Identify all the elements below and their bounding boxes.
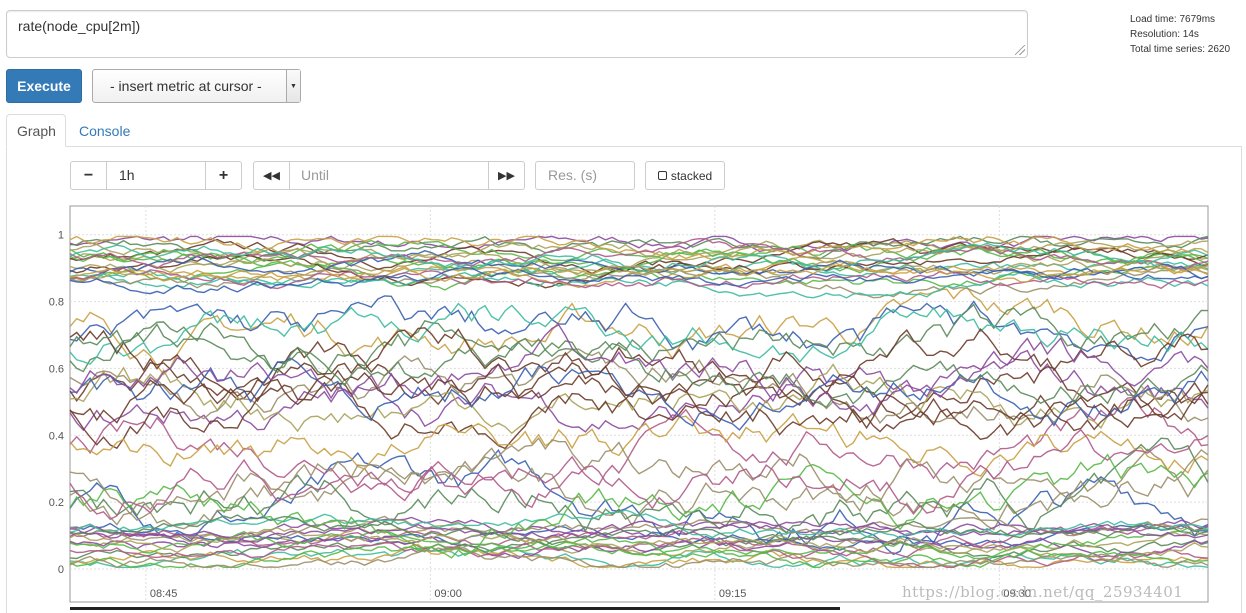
time-back-button[interactable]: ◀◀ [253,161,290,190]
y-tick-label: 0.4 [49,430,64,442]
fast-forward-icon: ▶▶ [498,169,515,182]
stacked-label: stacked [671,169,712,183]
chevron-down-icon: ▼ [286,70,300,102]
checkbox-icon [658,171,667,180]
x-tick-label: 09:15 [719,588,747,600]
expression-text: rate(node_cpu[2m]) [18,18,140,34]
metric-select-label: - insert metric at cursor - [110,78,262,94]
metric-select[interactable]: - insert metric at cursor - ▼ [92,69,301,103]
resolution: Resolution: 14s [1130,27,1230,42]
query-stats: Load time: 7679ms Resolution: 14s Total … [1130,12,1230,57]
x-tick-label: 09:00 [434,588,462,600]
y-tick-label: 0.2 [49,497,64,509]
resize-grip-icon[interactable] [1015,45,1025,55]
y-tick-label: 0.8 [49,297,64,309]
expression-input[interactable]: rate(node_cpu[2m]) [6,10,1028,58]
tab-graph[interactable]: Graph [6,114,66,147]
range-increase-button[interactable]: + [205,161,242,190]
tab-console[interactable]: Console [68,114,148,147]
range-decrease-button[interactable]: − [70,161,107,190]
total-series: Total time series: 2620 [1130,42,1230,57]
load-time: Load time: 7679ms [1130,12,1230,27]
range-input[interactable]: 1h [106,161,206,190]
time-forward-button[interactable]: ▶▶ [488,161,525,190]
x-tick-label: 08:45 [150,588,178,600]
until-input[interactable]: Until [289,161,489,190]
resolution-input[interactable]: Res. (s) [535,161,635,190]
scrollbar[interactable] [70,607,840,610]
rewind-icon: ◀◀ [263,169,280,182]
execute-button[interactable]: Execute [6,69,82,103]
y-tick-label: 0.6 [49,363,64,375]
watermark: https://blog.csdn.net/qq_25934401 [902,583,1183,601]
y-tick-label: 0 [58,564,64,576]
y-tick-label: 1 [58,230,64,242]
stacked-toggle[interactable]: stacked [645,161,725,190]
